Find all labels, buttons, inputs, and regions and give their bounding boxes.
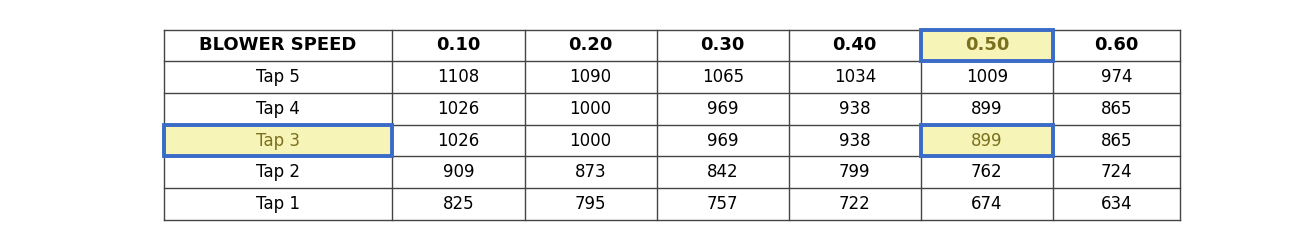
Text: 865: 865 [1101,100,1133,118]
Text: 974: 974 [1101,68,1133,86]
Text: 938: 938 [839,132,871,150]
Bar [164,125,392,156]
Text: 799: 799 [839,163,871,181]
Text: 724: 724 [1101,163,1133,181]
Text: 0.10: 0.10 [437,37,481,55]
Bar [789,156,920,188]
Bar [789,61,920,93]
Bar [392,61,524,93]
Bar [920,61,1053,93]
Text: 634: 634 [1101,195,1133,213]
Bar [920,93,1053,125]
Bar [164,188,392,220]
Bar [392,188,524,220]
Bar [920,125,1053,156]
Bar [920,156,1053,188]
Bar [920,125,1053,156]
Text: 938: 938 [839,100,871,118]
Text: 1090: 1090 [569,68,612,86]
Bar [920,125,1053,156]
Bar [789,188,920,220]
Bar [657,156,789,188]
Bar [657,188,789,220]
Text: Tap 5: Tap 5 [256,68,300,86]
Text: 1108: 1108 [438,68,480,86]
Bar [920,30,1053,61]
Text: 899: 899 [971,100,1003,118]
Text: Tap 4: Tap 4 [256,100,300,118]
Text: 969: 969 [707,100,738,118]
Bar [524,61,657,93]
Bar [920,30,1053,61]
Bar [392,93,524,125]
Bar [789,30,920,61]
Bar [1053,93,1180,125]
Text: Tap 1: Tap 1 [256,195,300,213]
Bar [524,93,657,125]
Text: BLOWER SPEED: BLOWER SPEED [199,37,357,55]
Text: 0.60: 0.60 [1095,37,1138,55]
Bar [920,188,1053,220]
Text: 762: 762 [971,163,1003,181]
Text: 842: 842 [707,163,738,181]
Text: 1034: 1034 [834,68,876,86]
Bar [164,93,392,125]
Bar [524,125,657,156]
Bar [524,156,657,188]
Bar [789,93,920,125]
Text: 899: 899 [971,132,1003,150]
Bar [392,125,524,156]
Text: 0.40: 0.40 [832,37,877,55]
Bar [164,30,392,61]
Bar [789,125,920,156]
Text: 757: 757 [707,195,738,213]
Text: 865: 865 [1101,132,1133,150]
Bar [392,30,524,61]
Text: 722: 722 [839,195,871,213]
Text: 825: 825 [443,195,475,213]
Bar [657,30,789,61]
Bar [1053,156,1180,188]
Text: 873: 873 [574,163,607,181]
Bar [164,125,392,156]
Bar [164,125,392,156]
Text: 795: 795 [574,195,607,213]
Bar [1053,61,1180,93]
Text: 909: 909 [443,163,475,181]
Bar [392,156,524,188]
Text: 1065: 1065 [701,68,743,86]
Bar [164,61,392,93]
Bar [1053,30,1180,61]
Text: 0.30: 0.30 [700,37,745,55]
Bar [524,188,657,220]
Bar [524,30,657,61]
Text: 0.50: 0.50 [965,37,1009,55]
Text: 0.20: 0.20 [569,37,612,55]
Bar [657,93,789,125]
Text: Tap 2: Tap 2 [256,163,300,181]
Text: 1026: 1026 [438,100,480,118]
Bar [920,30,1053,61]
Text: 1000: 1000 [569,100,612,118]
Text: Tap 3: Tap 3 [256,132,300,150]
Bar [1053,125,1180,156]
Text: 1009: 1009 [966,68,1008,86]
Bar [657,61,789,93]
Text: 674: 674 [971,195,1003,213]
Text: 1026: 1026 [438,132,480,150]
Text: 1000: 1000 [569,132,612,150]
Bar [1053,188,1180,220]
Bar [657,125,789,156]
Text: 969: 969 [707,132,738,150]
Bar [164,156,392,188]
